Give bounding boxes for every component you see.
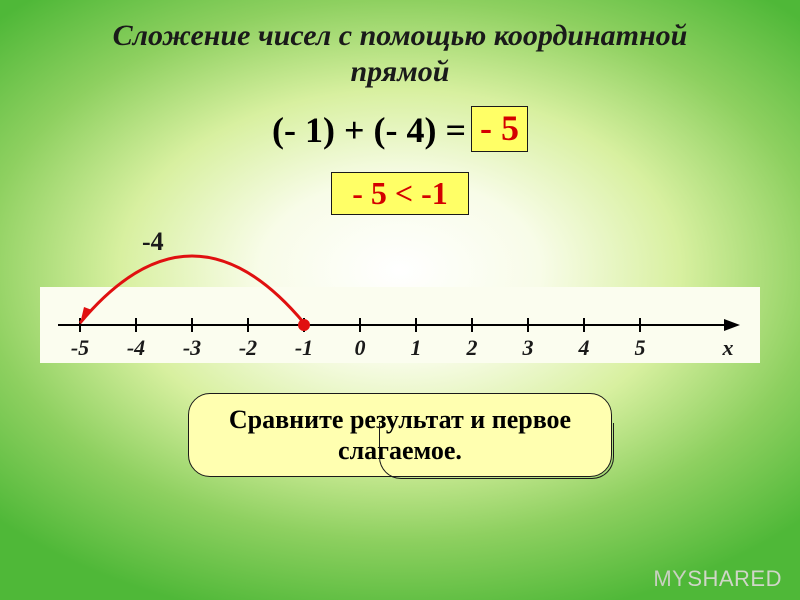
tick-label: -1 — [295, 335, 313, 361]
comparison-box: - 5 < -1 — [331, 172, 469, 215]
instruction-box: Сравните результат и первое слагаемое. — [188, 393, 612, 477]
axis-x-label: x — [723, 335, 734, 361]
tick-label: 3 — [523, 335, 534, 361]
comparison-row: - 5 < -1 — [0, 172, 800, 215]
watermark: MYSHARED — [653, 566, 782, 592]
slide-title: Сложение чисел с помощью координатной пр… — [0, 0, 800, 90]
equation-row: (- 1) + (- 4) = - 5 — [0, 108, 800, 154]
watermark-shared: SHARED — [687, 566, 782, 591]
tick-label: -5 — [71, 335, 89, 361]
tick-label: -3 — [183, 335, 201, 361]
tick-label: -4 — [127, 335, 145, 361]
equation-answer: - 5 — [471, 106, 528, 152]
watermark-my: MY — [653, 566, 687, 591]
tick-label: 2 — [467, 335, 478, 361]
instruction-line-1: Сравните результат и первое — [229, 404, 571, 435]
title-line-2: прямой — [0, 54, 800, 90]
tick-label: 0 — [355, 335, 366, 361]
number-line-bg — [40, 287, 760, 363]
arc-jump-label: -4 — [142, 227, 164, 257]
tick-label: 1 — [411, 335, 422, 361]
equation-text: (- 1) + (- 4) = — [272, 110, 475, 150]
instruction-line-2: слагаемое. — [229, 435, 571, 466]
tick-label: -2 — [239, 335, 257, 361]
title-line-1: Сложение чисел с помощью координатной — [0, 18, 800, 54]
tick-label: 4 — [579, 335, 590, 361]
tick-label: 5 — [635, 335, 646, 361]
number-line-area: -4 -5 -4 -3 -2 -1 0 1 2 3 4 5 x — [40, 223, 760, 363]
